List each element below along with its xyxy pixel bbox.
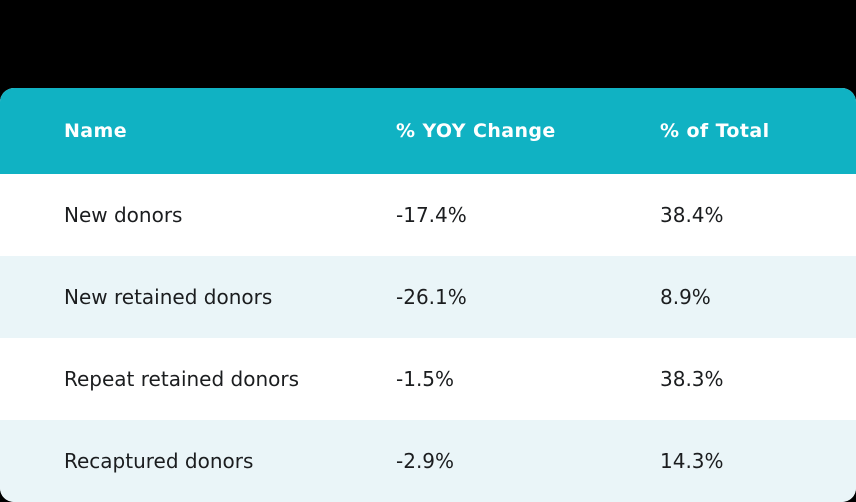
column-header-name: Name: [64, 120, 128, 142]
column-header-pct-of-total: % of Total: [660, 120, 770, 142]
cell-name: New donors: [64, 203, 183, 227]
table-row: Recaptured donors -2.9% 14.3%: [0, 420, 856, 502]
cell-pct-of-total: 14.3%: [660, 449, 724, 473]
column-header-yoy-change: % YOY Change: [396, 120, 556, 142]
cell-yoy-change: -1.5%: [396, 367, 455, 391]
cell-name: Repeat retained donors: [64, 367, 300, 391]
cell-pct-of-total: 38.3%: [660, 367, 724, 391]
cell-yoy-change: -26.1%: [396, 285, 467, 309]
table-row: Repeat retained donors -1.5% 38.3%: [0, 338, 856, 420]
table-row: New retained donors -26.1% 8.9%: [0, 256, 856, 338]
cell-name: Recaptured donors: [64, 449, 254, 473]
cell-pct-of-total: 38.4%: [660, 203, 724, 227]
table-header-row: Name % YOY Change % of Total: [0, 88, 856, 174]
cell-yoy-change: -17.4%: [396, 203, 467, 227]
table-body: New donors -17.4% 38.4% New retained don…: [0, 174, 856, 502]
table-row: New donors -17.4% 38.4%: [0, 174, 856, 256]
donor-stats-table: Name % YOY Change % of Total New donors …: [0, 88, 856, 502]
cell-pct-of-total: 8.9%: [660, 285, 711, 309]
cell-yoy-change: -2.9%: [396, 449, 455, 473]
cell-name: New retained donors: [64, 285, 273, 309]
